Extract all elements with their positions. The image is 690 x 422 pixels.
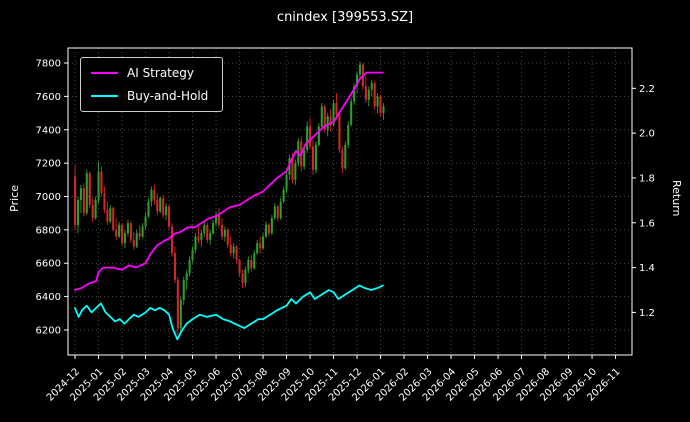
svg-text:2.2: 2.2 <box>639 84 655 95</box>
svg-text:7200: 7200 <box>36 159 61 170</box>
svg-text:1.8: 1.8 <box>639 173 655 184</box>
svg-text:1.2: 1.2 <box>639 308 655 319</box>
svg-text:6200: 6200 <box>36 325 61 336</box>
svg-text:7400: 7400 <box>36 125 61 136</box>
buy-and-hold-line-swatch <box>91 95 118 97</box>
legend-label-buy-and-hold: Buy-and-Hold <box>127 89 209 103</box>
chart-title: cnindex [399553.SZ] <box>276 10 414 25</box>
legend-label-ai-strategy: AI Strategy <box>127 66 194 80</box>
svg-text:6600: 6600 <box>36 259 61 270</box>
legend: AI Strategy Buy-and-Hold <box>80 57 224 112</box>
svg-text:6400: 6400 <box>36 292 61 303</box>
svg-text:6800: 6800 <box>36 225 61 236</box>
legend-item-ai-strategy: AI Strategy <box>91 66 208 80</box>
svg-text:7000: 7000 <box>36 192 61 203</box>
svg-text:7600: 7600 <box>36 92 61 103</box>
svg-text:1.4: 1.4 <box>639 263 655 274</box>
legend-item-buy-and-hold: Buy-and-Hold <box>91 89 208 103</box>
price-axis-label: Price <box>8 185 21 212</box>
svg-text:2.0: 2.0 <box>639 129 655 140</box>
ai-strategy-line-swatch <box>91 72 118 74</box>
return-axis-label: Return <box>670 180 683 217</box>
svg-text:1.6: 1.6 <box>639 218 655 229</box>
svg-text:7800: 7800 <box>36 59 61 70</box>
